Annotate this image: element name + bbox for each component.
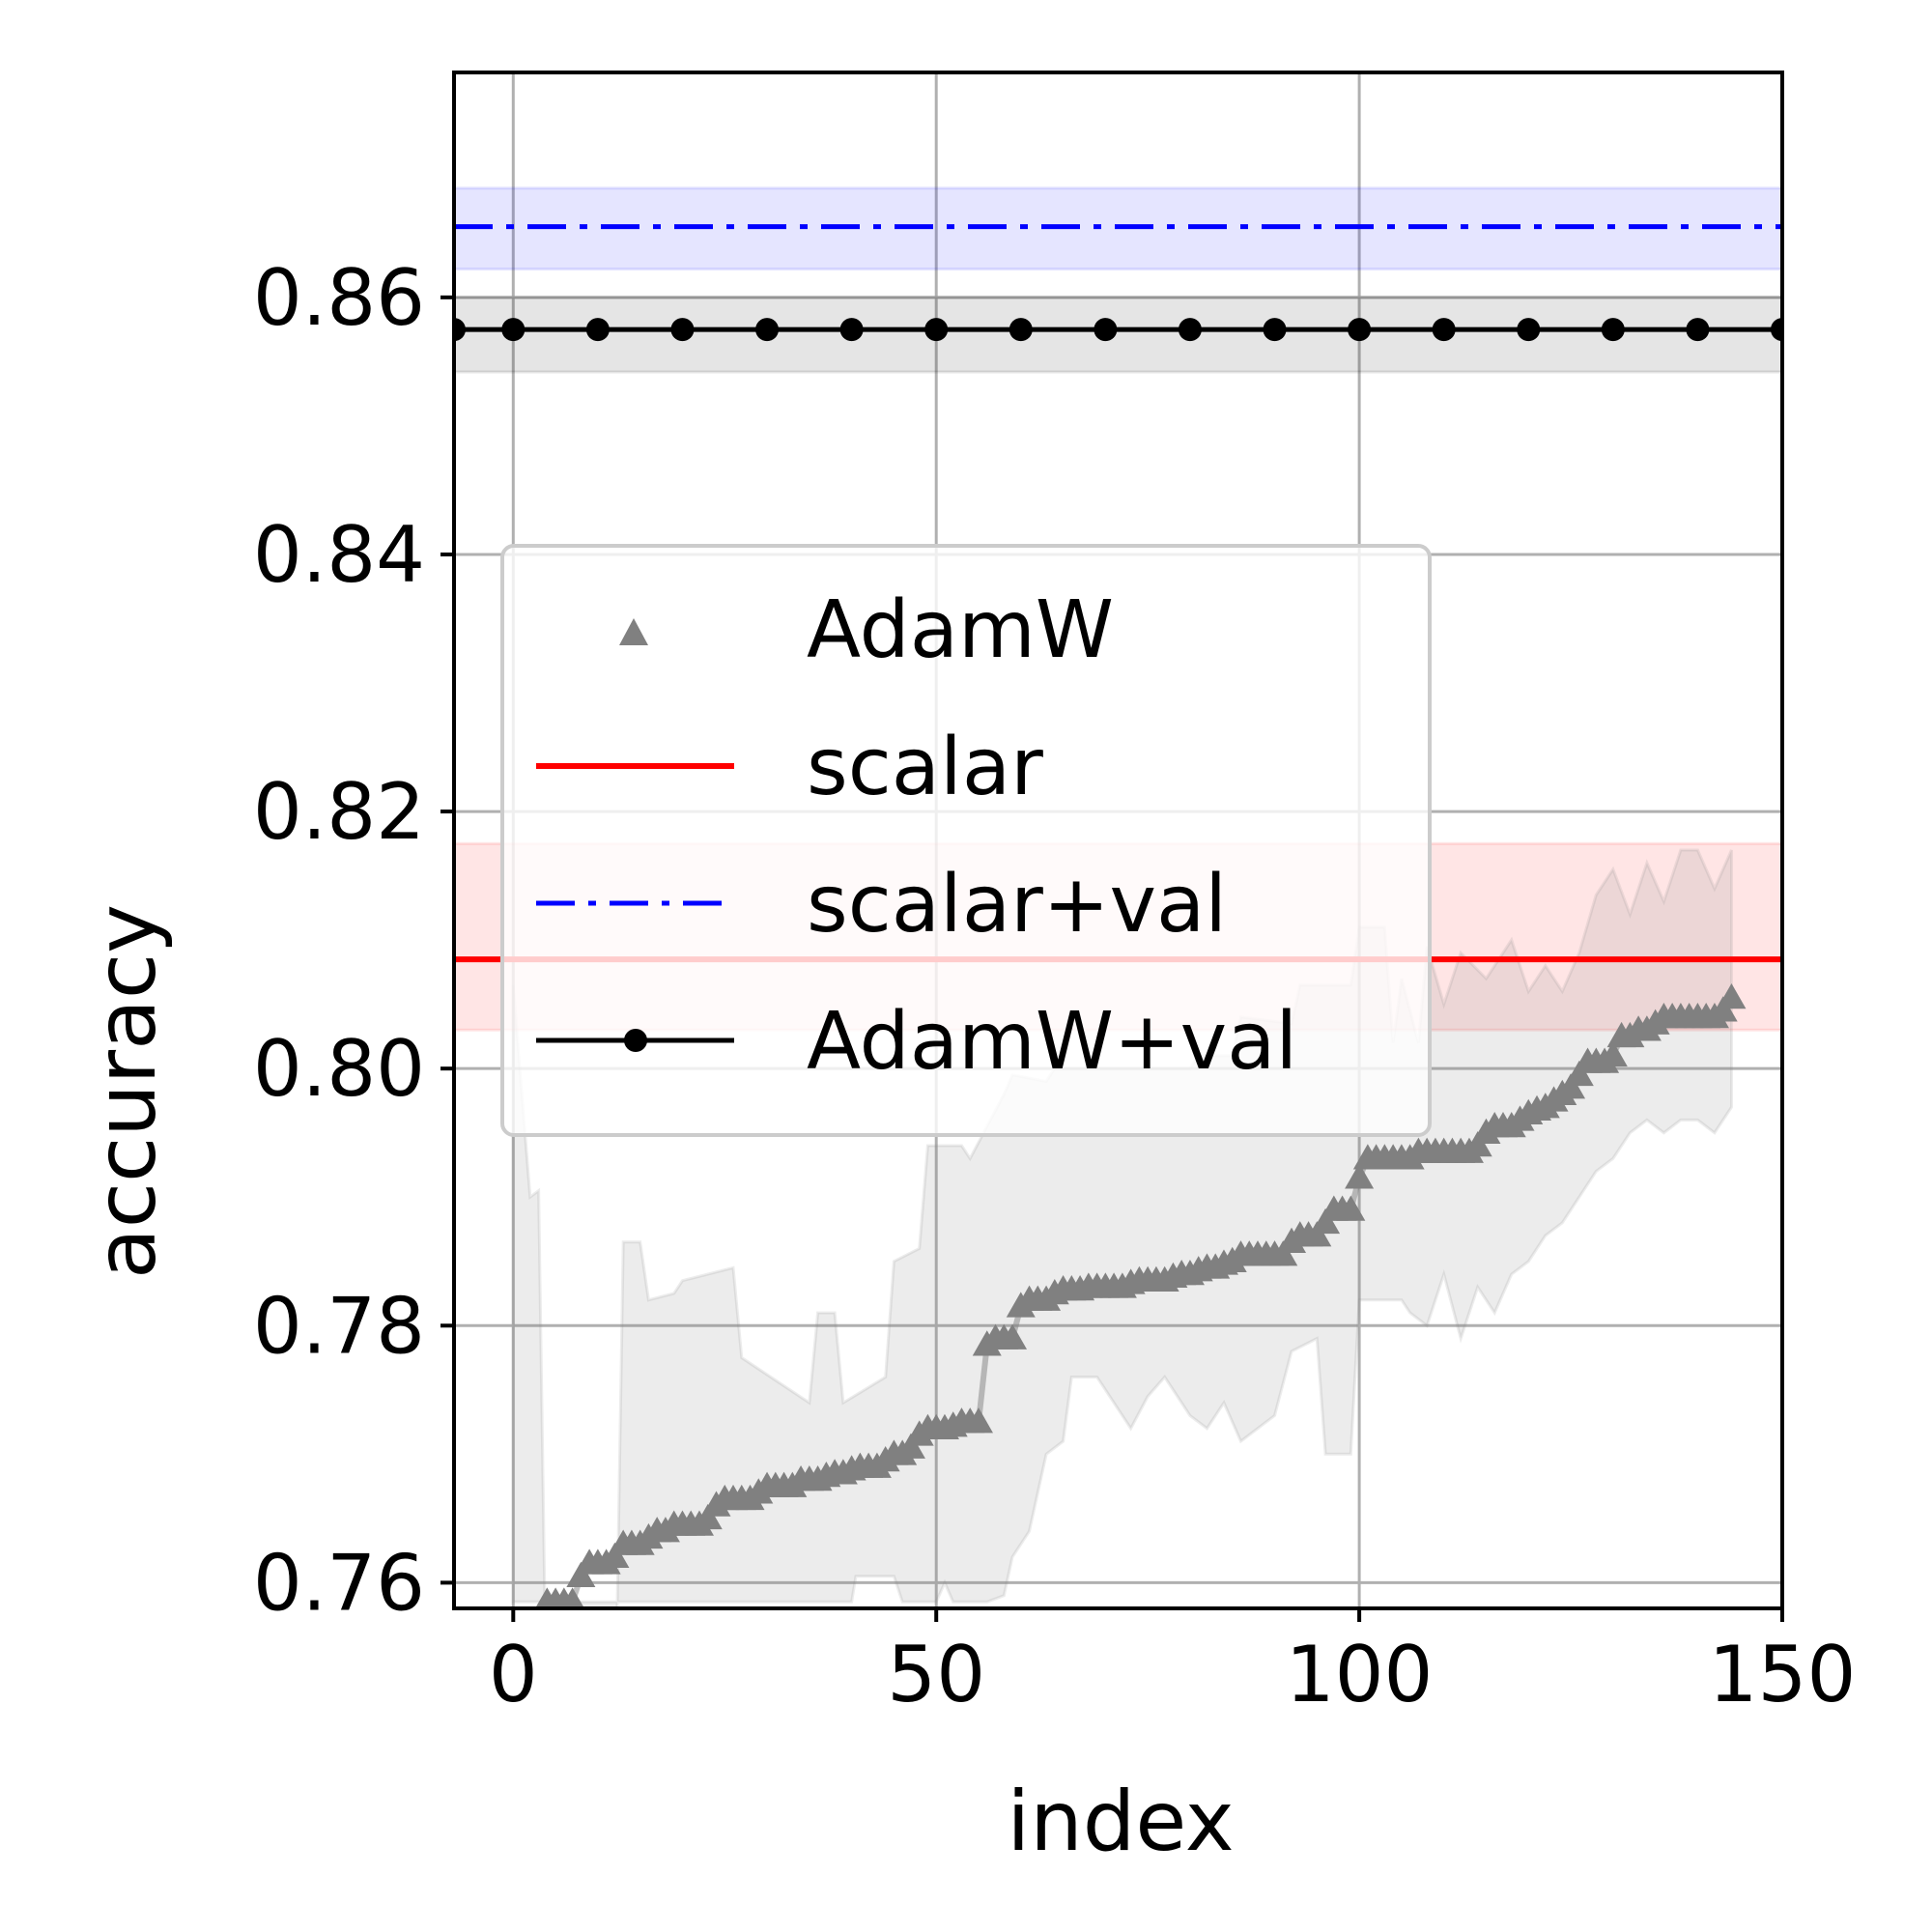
y-tick-label: 0.78 [253, 1281, 425, 1371]
adamw-point [1302, 1221, 1332, 1247]
adamw-point [1564, 1060, 1594, 1087]
legend-label-scalar-val: scalar+val [807, 859, 1227, 951]
legend-handle-adamw [619, 618, 648, 645]
plot-frame [452, 71, 1784, 1610]
adamw-val-band [454, 296, 1782, 374]
adamw-point [566, 1561, 596, 1587]
adamw-point [1345, 1163, 1375, 1189]
adamw-val-point [924, 318, 949, 342]
legend-label-adamw: AdamW [807, 584, 1114, 676]
adamw-val-point [670, 318, 695, 342]
adamw-val-point [1771, 318, 1782, 342]
adamw-val-point [755, 318, 780, 342]
y-tick-label: 0.76 [253, 1538, 425, 1628]
adamw-val-point [454, 318, 466, 342]
adamw-val-point [501, 318, 526, 342]
adamw-point [963, 1407, 993, 1434]
legend: AdamW scalar scalar+val AdamW+val [500, 544, 1432, 1137]
y-axis-label: accuracy [78, 904, 175, 1279]
adamw-point [560, 1587, 584, 1608]
adamw-val-point [1348, 318, 1372, 342]
adamw-val-point [1601, 318, 1625, 342]
adamw-val-point [1432, 318, 1456, 342]
y-tick-label: 0.82 [253, 767, 425, 857]
x-axis-label: index [1007, 1774, 1234, 1870]
y-tick-label: 0.86 [253, 253, 425, 343]
adamw-point [600, 1542, 630, 1569]
adamw-val-point [1686, 318, 1710, 342]
adamw-val-point [1094, 318, 1118, 342]
legend-label-adamw-val: AdamW+val [807, 996, 1297, 1088]
adamw-point [895, 1433, 925, 1459]
x-tick-label: 50 [887, 1630, 985, 1719]
y-tick-label: 0.84 [253, 510, 425, 600]
legend-label-scalar: scalar [807, 722, 1043, 813]
legend-handle-adamw-val-marker [624, 1029, 647, 1052]
adamw-val-point [839, 318, 864, 342]
adamw-val-point [1009, 318, 1033, 342]
y-tick-label: 0.80 [253, 1024, 425, 1114]
adamw-val-point [585, 318, 610, 342]
legend-handles [536, 618, 734, 1052]
adamw-val-point [1263, 318, 1287, 342]
adamw-point [998, 1323, 1028, 1350]
adamw-point [1717, 982, 1747, 1009]
adamw-point [1336, 1195, 1366, 1221]
adamw-point [1268, 1240, 1298, 1266]
legend-frame [500, 544, 1432, 1137]
adamw-point [1311, 1208, 1341, 1235]
adamw-val-point [1517, 318, 1541, 342]
adamw-point [693, 1503, 723, 1530]
tick-layer: 0 50 100 150 0.76 0.78 0.80 0.82 0.84 0.86 [253, 253, 1856, 1719]
adamw-point [1463, 1131, 1492, 1157]
adamw-point [1556, 1073, 1586, 1099]
x-tick-label: 150 [1709, 1630, 1857, 1719]
adamw-point [1598, 1040, 1628, 1067]
adamw-point [1708, 996, 1738, 1022]
adamw-val-point [1178, 318, 1202, 342]
x-tick-label: 0 [489, 1630, 538, 1719]
x-tick-label: 100 [1286, 1630, 1434, 1719]
